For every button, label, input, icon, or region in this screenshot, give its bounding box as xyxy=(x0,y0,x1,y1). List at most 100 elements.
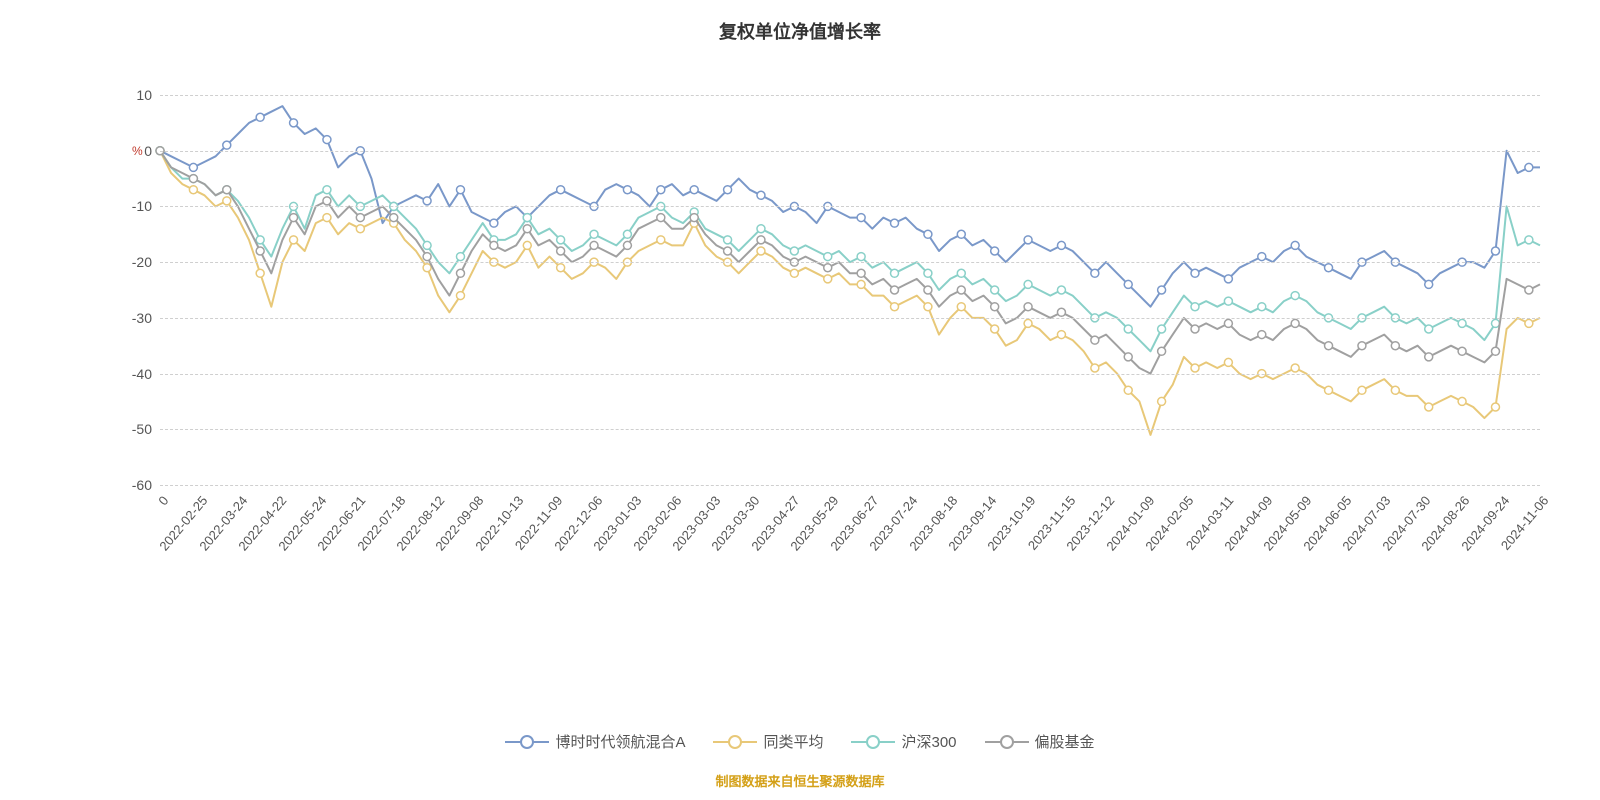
series-marker xyxy=(1258,253,1266,261)
series-marker xyxy=(1325,342,1333,350)
gridline xyxy=(160,485,1540,486)
series-marker xyxy=(1057,241,1065,249)
series-marker xyxy=(757,225,765,233)
series-marker xyxy=(1425,280,1433,288)
legend-marker-icon xyxy=(866,735,880,749)
gridline xyxy=(160,429,1540,430)
series-marker xyxy=(1425,325,1433,333)
series-marker xyxy=(1491,319,1499,327)
series-marker xyxy=(1458,397,1466,405)
series-marker xyxy=(1491,247,1499,255)
series-marker xyxy=(991,286,999,294)
series-marker xyxy=(1158,325,1166,333)
legend-line xyxy=(985,741,1029,743)
plot-area: 100-10-20-30-40-50-6002022-02-252022-03-… xyxy=(160,95,1540,485)
series-marker xyxy=(724,247,732,255)
series-marker xyxy=(557,264,565,272)
series-marker xyxy=(1525,163,1533,171)
series-marker xyxy=(290,236,298,244)
series-marker xyxy=(991,303,999,311)
gridline xyxy=(160,374,1540,375)
series-marker xyxy=(857,253,865,261)
series-marker xyxy=(1024,303,1032,311)
y-axis-label: % xyxy=(132,144,143,158)
series-marker xyxy=(957,269,965,277)
series-marker xyxy=(223,197,231,205)
series-marker xyxy=(957,230,965,238)
series-marker xyxy=(590,230,598,238)
series-marker xyxy=(957,303,965,311)
legend-marker-icon xyxy=(728,735,742,749)
series-marker xyxy=(1325,264,1333,272)
series-marker xyxy=(757,247,765,255)
series-marker xyxy=(1024,236,1032,244)
series-marker xyxy=(423,253,431,261)
series-marker xyxy=(891,269,899,277)
series-marker xyxy=(423,264,431,272)
source-text: 制图数据来自恒生聚源数据库 xyxy=(0,771,1600,790)
y-tick-label: -60 xyxy=(132,477,152,493)
series-marker xyxy=(1091,336,1099,344)
chart-container: 复权单位净值增长率 % 100-10-20-30-40-50-6002022-0… xyxy=(0,0,1600,800)
series-marker xyxy=(891,286,899,294)
series-marker xyxy=(1158,286,1166,294)
series-marker xyxy=(924,303,932,311)
series-marker xyxy=(724,236,732,244)
series-marker xyxy=(1391,342,1399,350)
series-marker xyxy=(857,214,865,222)
series-marker xyxy=(456,269,464,277)
series-marker xyxy=(523,214,531,222)
series-marker xyxy=(824,275,832,283)
series-marker xyxy=(1358,342,1366,350)
series-marker xyxy=(1124,386,1132,394)
gridline xyxy=(160,151,1540,152)
series-marker xyxy=(824,253,832,261)
series-marker xyxy=(757,191,765,199)
series-marker xyxy=(1191,303,1199,311)
series-marker xyxy=(1291,241,1299,249)
gridline xyxy=(160,262,1540,263)
series-marker xyxy=(957,286,965,294)
y-tick-label: -50 xyxy=(132,421,152,437)
gridline xyxy=(160,95,1540,96)
series-marker xyxy=(1191,364,1199,372)
legend-line xyxy=(851,741,895,743)
series-marker xyxy=(1158,347,1166,355)
series-marker xyxy=(590,241,598,249)
series-marker xyxy=(1358,386,1366,394)
series-line xyxy=(160,151,1540,352)
series-marker xyxy=(1258,303,1266,311)
series-marker xyxy=(223,186,231,194)
series-marker xyxy=(356,225,364,233)
series-marker xyxy=(256,236,264,244)
series-marker xyxy=(523,225,531,233)
y-tick-label: -30 xyxy=(132,310,152,326)
series-marker xyxy=(1124,325,1132,333)
series-marker xyxy=(790,247,798,255)
series-marker xyxy=(1057,308,1065,316)
y-tick-label: -20 xyxy=(132,254,152,270)
legend-marker-icon xyxy=(520,735,534,749)
legend-item: 偏股基金 xyxy=(985,731,1095,752)
chart-title: 复权单位净值增长率 xyxy=(0,18,1600,44)
series-marker xyxy=(356,214,364,222)
series-marker xyxy=(1525,236,1533,244)
series-marker xyxy=(1124,353,1132,361)
x-tick-label: 0 xyxy=(155,493,171,508)
legend-label: 同类平均 xyxy=(763,731,823,752)
y-tick-label: 10 xyxy=(136,87,152,103)
gridline xyxy=(160,318,1540,319)
series-marker xyxy=(323,136,331,144)
legend-label: 偏股基金 xyxy=(1035,731,1095,752)
series-marker xyxy=(1091,364,1099,372)
series-marker xyxy=(891,303,899,311)
legend: 博时时代领航混合A同类平均沪深300偏股基金 xyxy=(0,731,1600,752)
gridline xyxy=(160,206,1540,207)
series-marker xyxy=(924,230,932,238)
series-marker xyxy=(1425,403,1433,411)
legend-item: 同类平均 xyxy=(713,731,823,752)
series-marker xyxy=(724,186,732,194)
legend-item: 博时时代领航混合A xyxy=(505,731,685,752)
legend-marker-icon xyxy=(1000,735,1014,749)
series-marker xyxy=(1024,280,1032,288)
